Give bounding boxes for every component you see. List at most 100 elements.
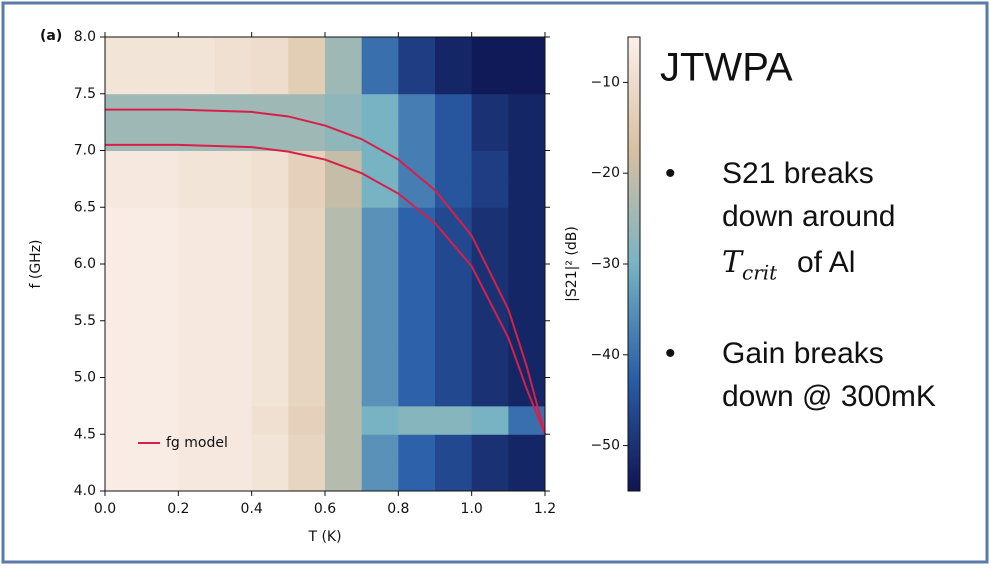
heat-cell <box>361 235 399 265</box>
x-tick-label: 0.8 <box>387 501 409 517</box>
model-curve <box>105 108 546 435</box>
heat-cell <box>398 320 436 350</box>
y-tick-label: 5.0 <box>74 370 96 386</box>
heat-cell <box>325 93 363 123</box>
heat-cell <box>325 434 363 464</box>
heat-cell <box>398 292 436 322</box>
heat-cell <box>471 178 509 208</box>
heat-cell <box>105 178 143 208</box>
heat-cell <box>105 150 143 180</box>
heat-cell <box>325 207 363 237</box>
heat-cell <box>105 93 143 123</box>
heat-cell <box>325 178 363 208</box>
heat-cell <box>141 292 179 322</box>
heat-cell <box>215 93 253 123</box>
heat-cell <box>178 292 216 322</box>
heat-cell <box>288 320 326 350</box>
heat-cell <box>398 349 436 378</box>
heat-cell <box>105 434 143 464</box>
heat-cell <box>178 37 216 66</box>
y-tick-label: 6.0 <box>74 256 96 272</box>
heat-cell <box>508 434 546 464</box>
heat-cell <box>178 405 216 435</box>
heat-cell <box>398 264 436 293</box>
heat-cell <box>105 292 143 322</box>
heat-cell <box>215 178 253 208</box>
heat-cell <box>325 349 363 378</box>
heat-cell <box>398 93 436 123</box>
bullet-text: of Al <box>797 246 855 279</box>
heat-cell <box>508 207 546 237</box>
heat-cell <box>105 37 143 66</box>
heat-cell <box>288 349 326 378</box>
heat-cell <box>251 207 289 237</box>
heat-cell <box>471 65 509 95</box>
y-tick-label: 7.5 <box>74 86 96 102</box>
y-tick-label: 4.0 <box>74 483 96 499</box>
heat-cell <box>215 320 253 350</box>
heat-cell <box>508 462 546 492</box>
heat-cell <box>325 377 363 407</box>
heat-cell <box>361 150 399 180</box>
heat-cell <box>215 462 253 492</box>
bullet-text: S21 breaks <box>722 157 874 190</box>
heat-cell <box>288 65 326 95</box>
y-tick-label: 6.5 <box>74 199 96 215</box>
heat-cell <box>105 377 143 407</box>
heat-cell <box>361 65 399 95</box>
math-sub: crit <box>742 261 778 285</box>
heat-cell <box>215 235 253 265</box>
heat-cell <box>215 349 253 378</box>
heat-cell <box>105 462 143 492</box>
heat-cell <box>325 320 363 350</box>
bullet: • <box>665 157 676 190</box>
heat-cell <box>105 235 143 265</box>
heat-cell <box>471 235 509 265</box>
heat-cell <box>361 405 399 435</box>
heat-cell <box>215 207 253 237</box>
heat-cell <box>141 178 179 208</box>
heat-cell <box>105 65 143 95</box>
heat-cell <box>435 292 473 322</box>
heat-cell <box>141 434 179 464</box>
colorbar-tick-label: −50 <box>590 438 620 454</box>
heat-cell <box>508 65 546 95</box>
y-tick-label: 7.0 <box>74 143 96 159</box>
heat-cell <box>361 292 399 322</box>
x-tick-label: 1.0 <box>461 501 483 517</box>
heat-cell <box>141 349 179 378</box>
heat-cell <box>361 349 399 378</box>
heat-cell <box>178 320 216 350</box>
panel-label: (a) <box>40 28 62 44</box>
heat-cell <box>178 178 216 208</box>
colorbar-tick-label: −20 <box>590 165 620 181</box>
heat-cell <box>398 178 436 208</box>
colorbar-tick-label: −30 <box>590 256 620 272</box>
colorbar <box>627 36 641 492</box>
heat-cell <box>471 207 509 237</box>
heat-cell <box>435 405 473 435</box>
heat-cell <box>325 292 363 322</box>
heat-cell <box>141 320 179 350</box>
heat-cell <box>361 377 399 407</box>
heat-cell <box>251 434 289 464</box>
heat-cell <box>141 65 179 95</box>
heat-cell <box>508 235 546 265</box>
heat-cell <box>178 434 216 464</box>
heat-cell <box>435 349 473 378</box>
heat-cell <box>141 93 179 123</box>
y-tick-label: 4.5 <box>74 426 96 442</box>
heat-cell <box>178 462 216 492</box>
heat-cell <box>471 320 509 350</box>
heat-cell <box>105 405 143 435</box>
heat-cell <box>178 207 216 237</box>
heat-cell <box>361 122 399 151</box>
y-tick-label: 8.0 <box>74 29 96 45</box>
heat-cell <box>215 37 253 66</box>
heat-cell <box>435 462 473 492</box>
colorbar-tick-label: −10 <box>590 74 620 90</box>
heat-cell <box>251 320 289 350</box>
heat-cell <box>508 93 546 123</box>
x-tick-label: 1.2 <box>534 501 556 517</box>
